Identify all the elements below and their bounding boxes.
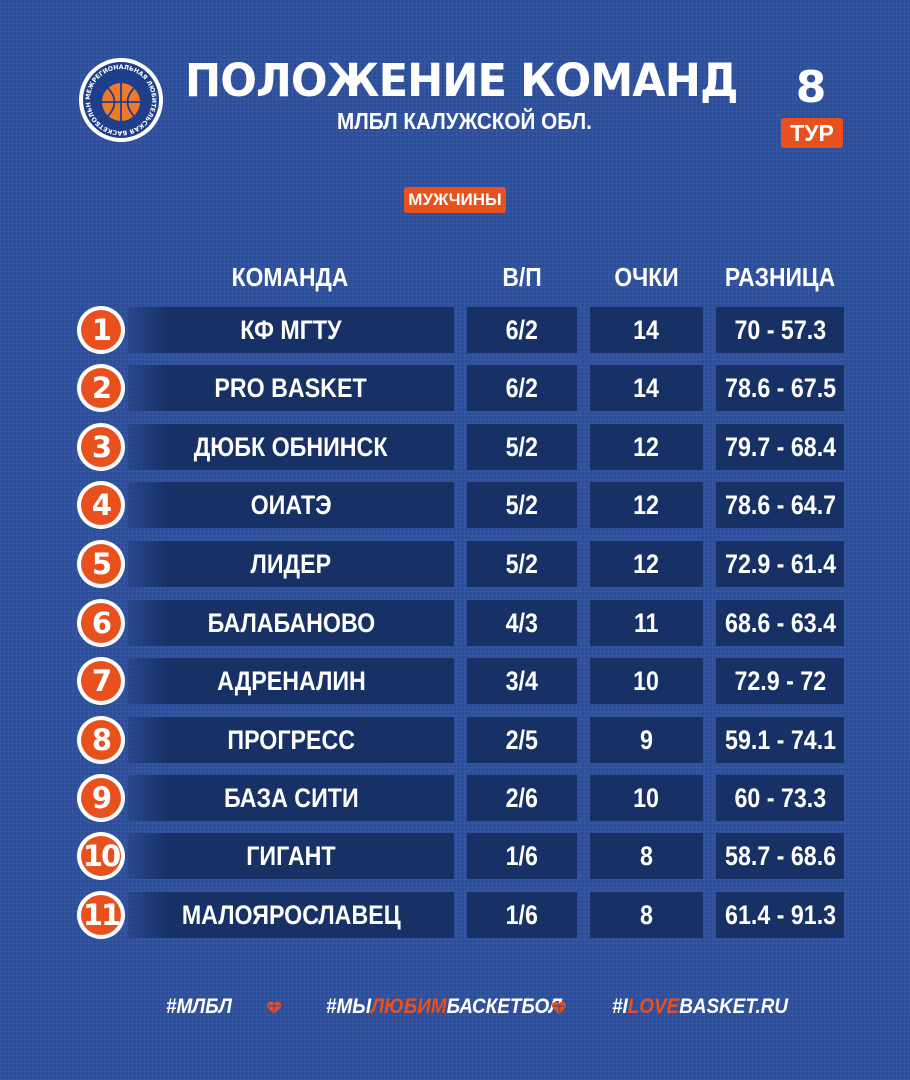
rank-badge: 8 (77, 716, 125, 764)
score-difference: 72.9 - 61.4 (716, 541, 844, 587)
round-badge: ТУР (781, 118, 843, 148)
team-name: ПРОГРЕСС (128, 717, 454, 763)
points: 12 (590, 541, 703, 587)
round-number: 8 (795, 62, 827, 113)
score-difference: 60 - 73.3 (716, 775, 844, 821)
wins-losses: 6/2 (467, 307, 577, 353)
rank-badge: 6 (77, 599, 125, 647)
team-name: PRO BASKET (128, 365, 454, 411)
points: 8 (590, 833, 703, 879)
table-row: ГИГАНТ 1/6 8 58.7 - 68.6 10 (0, 832, 910, 880)
points: 8 (590, 892, 703, 938)
table-row: ОИАТЭ 5/2 12 78.6 - 64.7 4 (0, 481, 910, 529)
rank-badge: 4 (77, 481, 125, 529)
score-difference: 68.6 - 63.4 (716, 600, 844, 646)
footer-hashtags: #МЛБЛ #МЫЛЮБИМБАСКЕТБОЛ #ILOVEBASKET.RU (0, 995, 910, 1023)
rank-badge: 7 (77, 657, 125, 705)
wins-losses: 2/5 (467, 717, 577, 763)
table-row: МАЛОЯРОСЛАВЕЦ 1/6 8 61.4 - 91.3 11 (0, 891, 910, 939)
wins-losses: 1/6 (467, 833, 577, 879)
team-name: ОИАТЭ (128, 482, 454, 528)
team-name: ЛИДЕР (128, 541, 454, 587)
points: 12 (590, 482, 703, 528)
score-difference: 79.7 - 68.4 (716, 424, 844, 470)
league-logo: МЕЖРЕГИОНАЛЬНАЯ ЛЮБИТЕЛЬСКАЯ БАСКЕТБОЛЬН… (78, 57, 163, 142)
wins-losses: 1/6 (467, 892, 577, 938)
column-header-points: ОЧКИ (614, 262, 679, 292)
table-row: ЛИДЕР 5/2 12 72.9 - 61.4 5 (0, 540, 910, 588)
table-row: ПРОГРЕСС 2/5 9 59.1 - 74.1 8 (0, 716, 910, 764)
rank-badge: 10 (77, 832, 125, 880)
hashtag-mlbl: #МЛБЛ (166, 995, 232, 1018)
points: 14 (590, 307, 703, 353)
points: 10 (590, 775, 703, 821)
rank-badge: 1 (77, 306, 125, 354)
team-name: ГИГАНТ (128, 833, 454, 879)
column-header-team: КОМАНДА (231, 262, 349, 292)
points: 9 (590, 717, 703, 763)
rank-badge: 3 (77, 423, 125, 471)
wins-losses: 6/2 (467, 365, 577, 411)
team-name: БАЛАБАНОВО (128, 600, 454, 646)
wins-losses: 2/6 (467, 775, 577, 821)
rank-badge: 11 (77, 891, 125, 939)
wins-losses: 3/4 (467, 658, 577, 704)
score-difference: 70 - 57.3 (716, 307, 844, 353)
wins-losses: 5/2 (467, 541, 577, 587)
column-header-wl: В/П (502, 262, 542, 292)
basketball-heart-icon (266, 1001, 282, 1014)
team-name: АДРЕНАЛИН (128, 658, 454, 704)
wins-losses: 5/2 (467, 424, 577, 470)
category-badge: МУЖЧИНЫ (404, 187, 506, 213)
column-header-diff: РАЗНИЦА (724, 262, 836, 292)
rank-badge: 9 (77, 774, 125, 822)
team-name: ДЮБК ОБНИНСК (128, 424, 454, 470)
rank-badge: 2 (77, 364, 125, 412)
hashtag-we-love-basketball: #МЫЛЮБИМБАСКЕТБОЛ (326, 995, 562, 1018)
team-name: МАЛОЯРОСЛАВЕЦ (128, 892, 454, 938)
table-row: БАЛАБАНОВО 4/3 11 68.6 - 63.4 6 (0, 599, 910, 647)
table-row: КФ МГТУ 6/2 14 70 - 57.3 1 (0, 306, 910, 354)
hashtag-ilovebasket: #ILOVEBASKET.RU (612, 995, 789, 1018)
points: 14 (590, 365, 703, 411)
score-difference: 59.1 - 74.1 (716, 717, 844, 763)
team-name: БАЗА СИТИ (128, 775, 454, 821)
points: 10 (590, 658, 703, 704)
team-name: КФ МГТУ (128, 307, 454, 353)
score-difference: 72.9 - 72 (716, 658, 844, 704)
points: 12 (590, 424, 703, 470)
wins-losses: 4/3 (467, 600, 577, 646)
points: 11 (590, 600, 703, 646)
page-title: ПОЛОЖЕНИЕ КОМАНД (185, 54, 738, 107)
score-difference: 78.6 - 67.5 (716, 365, 844, 411)
rank-badge: 5 (77, 540, 125, 588)
table-row: БАЗА СИТИ 2/6 10 60 - 73.3 9 (0, 774, 910, 822)
score-difference: 78.6 - 64.7 (716, 482, 844, 528)
score-difference: 61.4 - 91.3 (716, 892, 844, 938)
table-row: ДЮБК ОБНИНСК 5/2 12 79.7 - 68.4 3 (0, 423, 910, 471)
basketball-heart-icon (551, 1001, 567, 1014)
table-row: PRO BASKET 6/2 14 78.6 - 67.5 2 (0, 364, 910, 412)
wins-losses: 5/2 (467, 482, 577, 528)
league-subtitle: МЛБЛ КАЛУЖСКОЙ ОБЛ. (337, 108, 592, 134)
table-row: АДРЕНАЛИН 3/4 10 72.9 - 72 7 (0, 657, 910, 705)
score-difference: 58.7 - 68.6 (716, 833, 844, 879)
